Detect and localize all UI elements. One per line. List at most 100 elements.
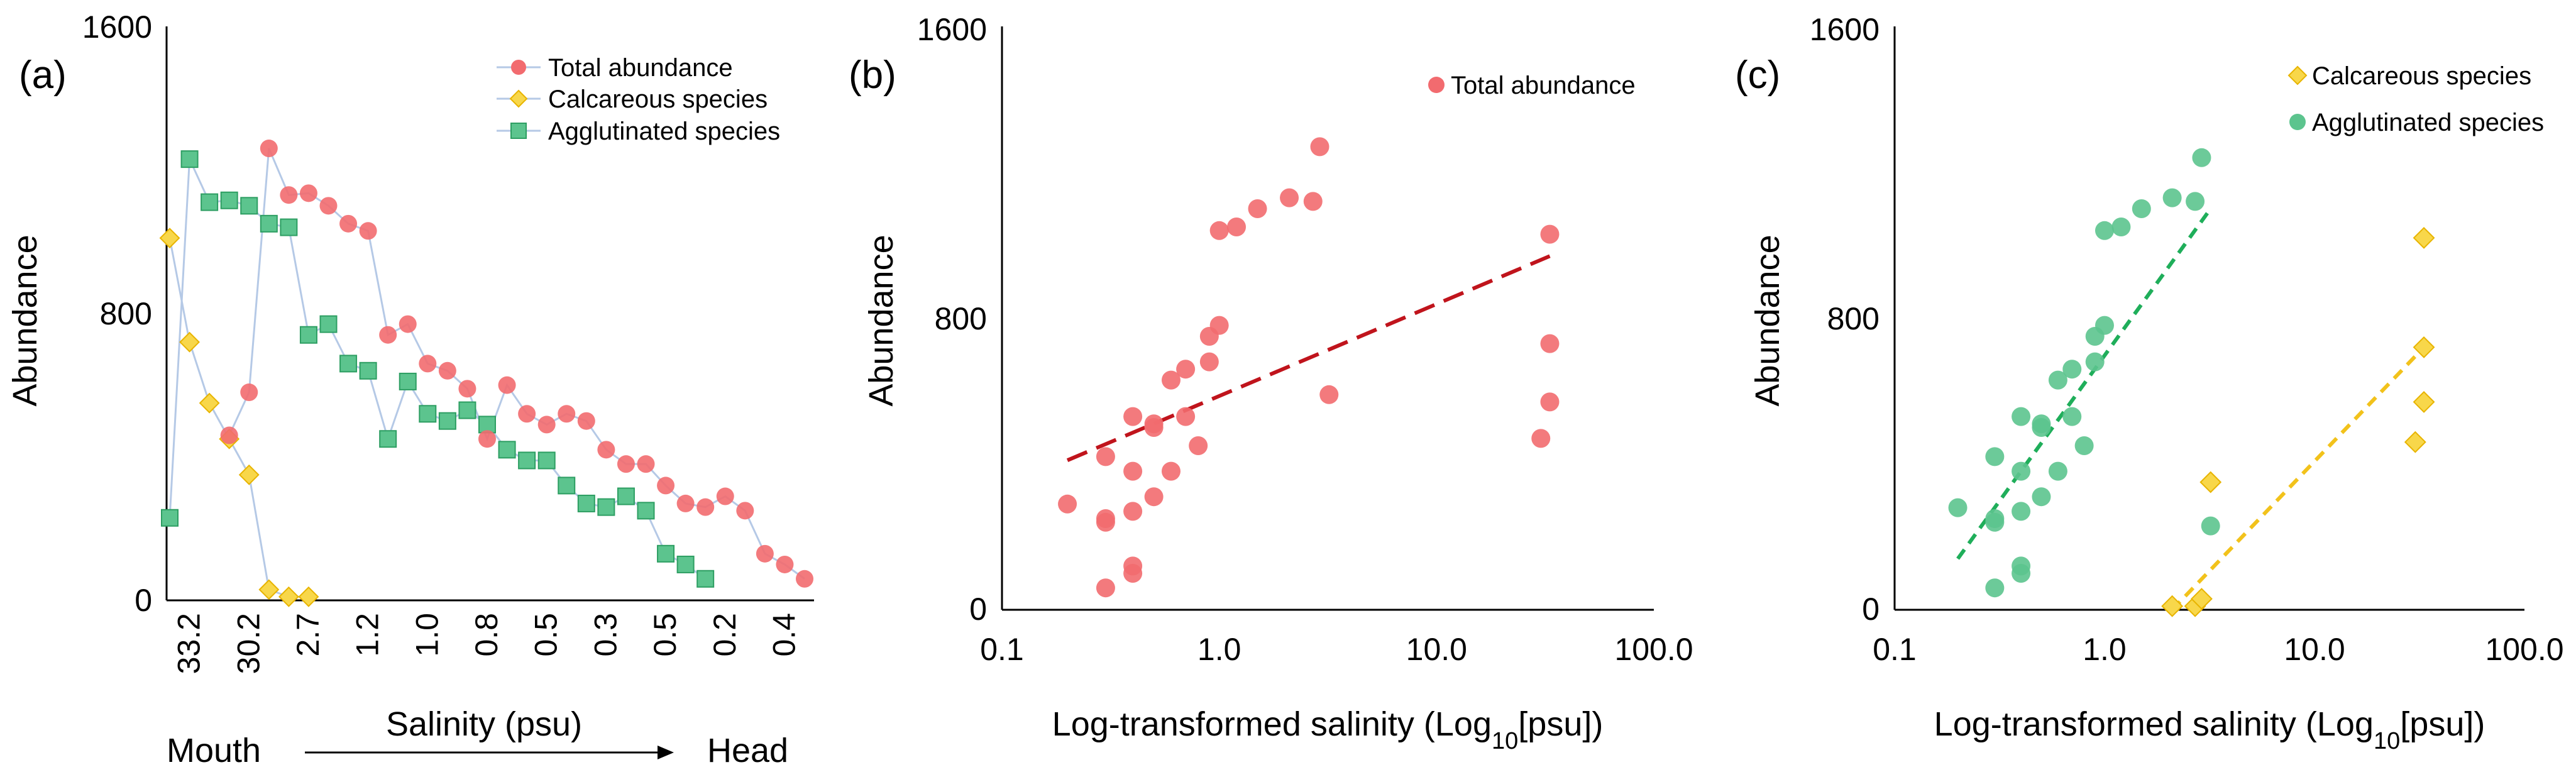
panel-a-total-point [419, 355, 437, 373]
panel-a-mouth-label: Mouth [167, 732, 261, 769]
panel-a-calcareous-point [298, 586, 319, 607]
panel-a-agglutinated-point [478, 416, 496, 434]
panel-a-xtick-label: 2.7 [290, 613, 326, 657]
panel-c-agglutinated-point [2111, 218, 2131, 236]
panel-b-total-point [1199, 352, 1219, 372]
panel-c-agglutinated-point [2095, 316, 2114, 335]
panel-b-total-point [1123, 461, 1143, 481]
panel-a-total-point [379, 326, 397, 344]
panel-a-xtick-label: 1.0 [409, 613, 444, 657]
panel-c-agglutinated-point [2062, 360, 2082, 379]
panel-b: (b) Abundance 1600 800 0 0.1 1.0 10.0 100.0… [849, 12, 1693, 754]
panel-b-ylabel: Abundance [862, 234, 900, 406]
panel-a-calcareous-point [159, 228, 180, 249]
panel-a-agglutinated-point [458, 401, 476, 419]
panel-a-xtick-label: 0.8 [469, 613, 504, 657]
panel-a-total-point [756, 544, 774, 563]
legend-a-calcareous-label: Calcareous species [548, 85, 768, 113]
panel-a-head-label: Head [707, 732, 788, 769]
panel-b-ytick-0: 0 [969, 592, 987, 627]
panel-a-xtick-labels: 33.2 30.2 2.7 1.2 1.0 0.8 0.5 0.3 0.5 0.2 0.4 [172, 613, 802, 674]
panel-c-agglutinated-point [2012, 556, 2031, 576]
panel-c-agglutinated-point [1985, 509, 2005, 528]
panel-a-agglutinated-point [676, 555, 695, 573]
panel-b-total-point [1096, 578, 1115, 598]
panel-b-xtick-label: 100.0 [1614, 632, 1693, 667]
panel-a-agglutinated-point [637, 502, 655, 520]
panel-a-ylabel: Abundance [6, 234, 44, 406]
panel-a-agglutinated-point [438, 412, 456, 430]
panel-c-agglutinated-point [2012, 461, 2031, 481]
panel-b-total-point [1540, 392, 1560, 412]
panel-b-xtick-label: 0.1 [980, 632, 1024, 667]
panel-c-markers [1948, 148, 2435, 617]
panel-c-calcareous-point [2413, 226, 2435, 249]
panel-c-agglutinated-point [2074, 436, 2094, 455]
panel-b-total-point [1058, 494, 1077, 514]
panel-b-xlabel-suffix: [psu]) [1518, 705, 1603, 743]
panel-c-xlabel: Log-transformed salinity (Log10[psu]) [1934, 705, 2485, 754]
panel-c-agglutinated-point [1948, 498, 1968, 517]
panel-c-trendline [2171, 346, 2426, 612]
panel-a-agglutinated-point [319, 315, 338, 333]
panel-a-calcareous-point [258, 579, 280, 600]
panel-a-total-point [280, 186, 298, 204]
panel-b-total-point [1531, 429, 1551, 448]
legend-b-total-label: Total abundance [1451, 72, 1636, 99]
panel-a-total-point [438, 361, 456, 380]
panel-c-agglutinated-point [2048, 370, 2067, 390]
panel-b-total-point [1144, 414, 1164, 434]
panel-a-agglutinated-point [339, 355, 358, 373]
panel-a-agglutinated-point [597, 498, 615, 516]
panel-c-agglutinated-point [2062, 407, 2082, 426]
panel-a-total-point [776, 555, 794, 573]
panel-c-xtick-label: 10.0 [2284, 632, 2345, 667]
panel-a-total-point [716, 487, 734, 505]
panel-a-total-point [736, 502, 754, 520]
panel-a-total-point [676, 494, 695, 512]
panel-a-total-point [299, 184, 317, 202]
panel-c: (c) Abundance 1600 800 0 0.1 1.0 10.0 100.0… [1735, 12, 2564, 754]
panel-a-total-point [696, 498, 715, 516]
panel-a-label: (a) [19, 53, 67, 97]
legend-c-agglutinated-label: Agglutinated species [2312, 109, 2544, 136]
panel-a-agglutinated-point [379, 430, 397, 448]
panel-a-total-point [577, 412, 595, 430]
panel-a-ytick-800: 800 [100, 296, 152, 331]
panel-a-total-point [657, 477, 675, 495]
panel-a-total-point [359, 222, 377, 240]
panel-a-total-point [537, 416, 556, 434]
panel-b-xlabel-sub: 10 [1492, 728, 1518, 754]
panel-c-agglutinated-point [2162, 188, 2182, 207]
panel-a-markers [159, 140, 813, 607]
panel-a-connector-line [168, 238, 309, 598]
panel-a-xtick-label: 1.2 [350, 613, 385, 657]
panel-b-total-point [1209, 221, 1229, 240]
panel-a-total-point [240, 383, 258, 402]
panel-a-total-point [518, 405, 536, 423]
panel-a-xtick-label: 0.4 [766, 613, 801, 657]
panel-a-calcareous-point [278, 586, 299, 607]
legend-a-total-label: Total abundance [548, 54, 733, 82]
panel-a-agglutinated-point [161, 509, 179, 527]
panel-a-xtick-label: 0.3 [588, 613, 623, 657]
panel-b-total-point [1540, 224, 1560, 244]
panel-b-total-point [1123, 502, 1143, 521]
panel-b-label: (b) [849, 53, 896, 97]
panel-b-ytick-800: 800 [935, 301, 987, 336]
legend-a-agglutinated-label: Agglutinated species [548, 118, 780, 145]
panel-c-trendline [1956, 207, 2213, 560]
panel-a-total-point [617, 455, 635, 473]
panel-a-xtick-label: 0.5 [647, 613, 683, 657]
panel-a-agglutinated-point [240, 197, 258, 215]
panel-c-xtick-labels: 0.1 1.0 10.0 100.0 [1873, 632, 2563, 667]
panel-a-agglutinated-point [399, 372, 417, 390]
panel-a-total-point [319, 197, 338, 215]
panel-c-ylabel: Abundance [1749, 234, 1786, 406]
panel-b-total-point [1310, 137, 1329, 157]
panel-a-calcareous-point [199, 392, 220, 414]
panel-c-xlabel-prefix: Log-transformed salinity (Log [1934, 705, 2374, 743]
panel-c-agglutinated-point [2201, 516, 2220, 536]
panel-a-total-point [597, 441, 615, 459]
